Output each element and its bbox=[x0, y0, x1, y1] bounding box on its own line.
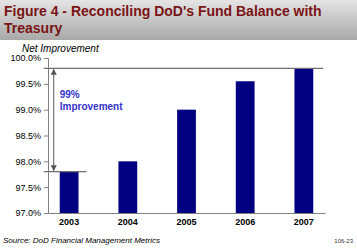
bar bbox=[60, 172, 79, 213]
x-tick-label: 2004 bbox=[118, 217, 138, 227]
y-axis-line bbox=[44, 59, 49, 214]
y-tick-label: 97.5% bbox=[15, 183, 41, 193]
y-tick-label: 99.0% bbox=[15, 105, 41, 115]
y-tick: 99.0% bbox=[15, 105, 48, 115]
y-tick: 98.0% bbox=[15, 157, 48, 167]
y-tick-label: 99.5% bbox=[15, 79, 41, 89]
y-tick-mark bbox=[44, 161, 48, 162]
y-tick-mark bbox=[44, 58, 48, 59]
y-tick: 100.0% bbox=[10, 53, 48, 63]
y-tick-label: 98.5% bbox=[15, 131, 41, 141]
x-tick: 2005 bbox=[176, 217, 196, 227]
bar bbox=[118, 161, 137, 213]
y-tick-label: 98.0% bbox=[15, 157, 41, 167]
footnote: 106-23 bbox=[334, 238, 353, 244]
reference-line bbox=[44, 171, 87, 172]
arrow bbox=[53, 69, 54, 170]
source: Source: DoD Financial Management Metrics bbox=[3, 236, 160, 245]
x-tick: 2006 bbox=[235, 217, 255, 227]
bar bbox=[294, 68, 313, 213]
y-tick-label: 100.0% bbox=[10, 53, 41, 63]
y-tick-mark bbox=[44, 136, 48, 137]
y-tick: 97.0% bbox=[15, 208, 48, 218]
x-tick-label: 2006 bbox=[235, 217, 255, 227]
bars bbox=[60, 68, 314, 213]
x-tick: 2004 bbox=[118, 217, 138, 227]
title: Figure 4 - Reconciling DoD's Fund Balanc… bbox=[4, 3, 322, 36]
x-axis: 2003 2004 2005 2006 2007 bbox=[49, 214, 326, 228]
y-tick: 98.5% bbox=[15, 131, 48, 141]
annotation-text: 99%Improvement bbox=[60, 89, 123, 112]
y-tick-mark bbox=[44, 187, 48, 188]
plot: 97.0% 97.5% 98.0% 98.5% 99.0% 99.5% 100.0% 2003… bbox=[10, 53, 325, 227]
y-tick-mark bbox=[44, 110, 48, 111]
x-axis-line bbox=[49, 213, 326, 214]
x-tick-label: 2003 bbox=[59, 217, 79, 227]
chart: Figure 4 - Reconciling DoD's Fund Balanc… bbox=[0, 0, 357, 249]
reference-line bbox=[44, 68, 324, 69]
title-bar bbox=[0, 0, 357, 40]
x-tick-label: 2005 bbox=[176, 217, 196, 227]
bar bbox=[177, 110, 196, 213]
annotation bbox=[44, 68, 324, 171]
x-tick: 2003 bbox=[59, 217, 79, 227]
y-tick-mark bbox=[44, 84, 48, 85]
subtitle: Net Improvement bbox=[22, 43, 100, 54]
y-tick: 99.5% bbox=[15, 79, 48, 89]
y-tick-label: 97.0% bbox=[15, 208, 41, 218]
y-tick: 97.5% bbox=[15, 183, 48, 193]
x-tick-label: 2007 bbox=[294, 217, 314, 227]
y-axis: 97.0% 97.5% 98.0% 98.5% 99.0% 99.5% 100.0% bbox=[10, 53, 48, 218]
bar bbox=[236, 81, 255, 213]
y-tick-mark bbox=[44, 213, 48, 214]
x-tick: 2007 bbox=[294, 217, 314, 227]
